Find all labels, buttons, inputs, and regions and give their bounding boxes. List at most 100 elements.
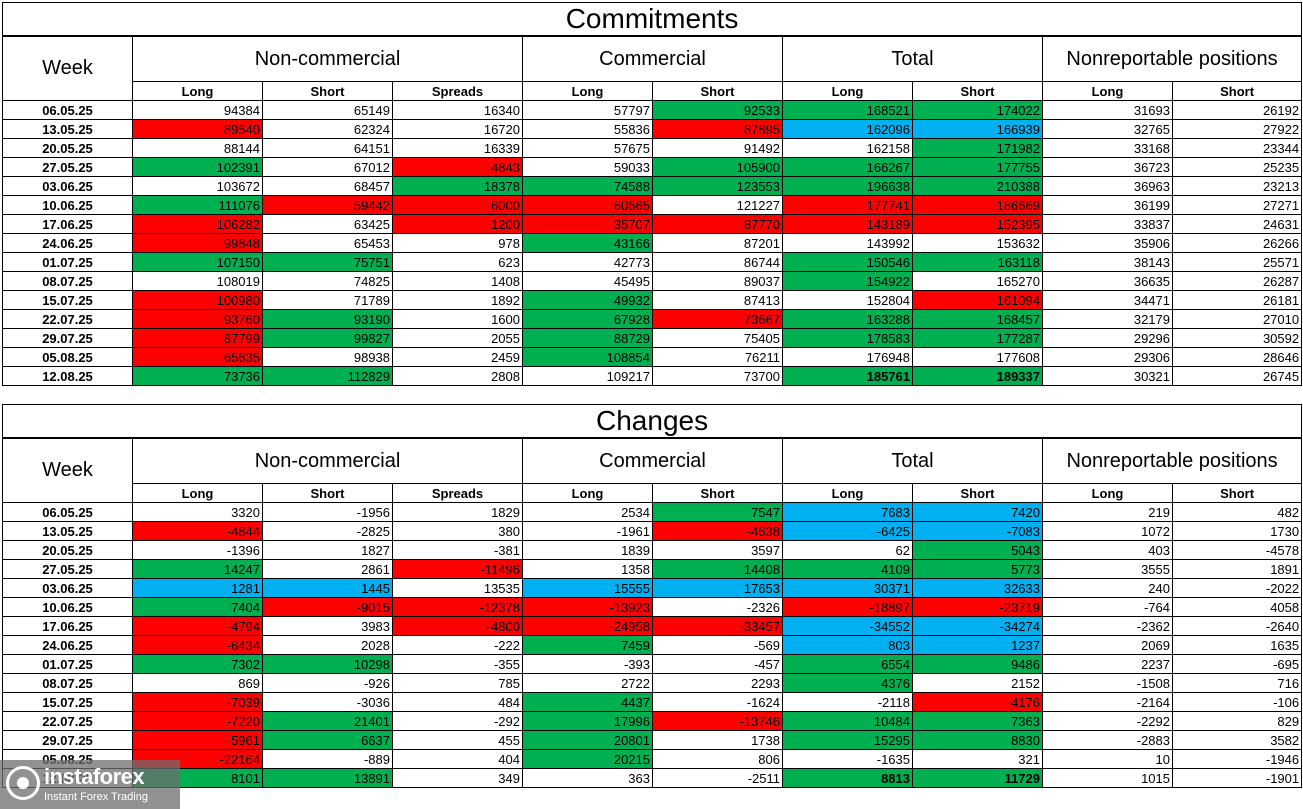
noncommercial-spreads-cell: 1200: [392, 214, 523, 234]
total-long-cell: 15295: [782, 730, 913, 750]
nonreportable-long-cell: 403: [1042, 540, 1173, 560]
instaforex-logo-icon: [6, 766, 40, 800]
group-header-non-commercial: Non-commercial: [132, 35, 523, 82]
commercial-short-cell: 87895: [652, 119, 783, 139]
table-row: 22.07.25 -7220 21401 -292 17996 -13746 10484 73…: [2, 711, 1303, 731]
commercial-long-cell: 49932: [522, 290, 653, 310]
commercial-long-cell: 59033: [522, 157, 653, 177]
noncommercial-short-cell: -2825: [262, 521, 393, 541]
week-cell: 10.06.25: [2, 597, 133, 617]
commercial-long-cell: 57675: [522, 138, 653, 158]
noncommercial-long-cell: 88144: [132, 138, 263, 158]
commercial-short-cell: -569: [652, 635, 783, 655]
noncommercial-short-cell: -3036: [262, 692, 393, 712]
noncommercial-short-cell: 68457: [262, 176, 393, 196]
group-header-commercial: Commercial: [522, 437, 783, 484]
commercial-long-cell: 43166: [522, 233, 653, 253]
table-row: 17.06.25 -4794 3983 -4800 -24958 -33457 -34552…: [2, 616, 1303, 636]
noncommercial-short-cell: 71789: [262, 290, 393, 310]
nonreportable-long-cell: 36635: [1042, 271, 1173, 291]
nonreportable-long-cell: 32179: [1042, 309, 1173, 329]
noncommercial-short-cell: 112829: [262, 366, 393, 386]
subheader-long: Long: [782, 81, 913, 101]
nonreportable-long-cell: 29296: [1042, 328, 1173, 348]
noncommercial-long-cell: 93760: [132, 309, 263, 329]
commercial-short-cell: 121227: [652, 195, 783, 215]
total-short-cell: 152395: [912, 214, 1043, 234]
table-row: 05.08.25 65635 98938 2459 108854 76211 176948 1…: [2, 347, 1303, 367]
commercial-short-cell: 87201: [652, 233, 783, 253]
subheader-long: Long: [522, 483, 653, 503]
noncommercial-spreads-cell: 349: [392, 768, 523, 788]
nonreportable-short-cell: 24631: [1171, 214, 1303, 234]
total-short-cell: 9486: [912, 654, 1043, 674]
commercial-short-cell: 1738: [652, 730, 783, 750]
commercial-short-cell: 17653: [652, 578, 783, 598]
noncommercial-spreads-cell: -11496: [392, 559, 523, 579]
noncommercial-short-cell: -1956: [262, 502, 393, 522]
table-row: 05.08.25 -22164 -889 404 20215 806 -1635 321 10-…: [2, 749, 1303, 769]
commercial-short-cell: 87413: [652, 290, 783, 310]
noncommercial-short-cell: -926: [262, 673, 393, 693]
noncommercial-long-cell: -7220: [132, 711, 263, 731]
commercial-long-cell: 15555: [522, 578, 653, 598]
commercial-short-cell: -457: [652, 654, 783, 674]
subheader-long: Long: [132, 483, 263, 503]
table-row: 03.06.25 1281 1445 13535 15555 17653 30371 3263…: [2, 578, 1303, 598]
commercial-short-cell: -2326: [652, 597, 783, 617]
total-short-cell: 8830: [912, 730, 1043, 750]
total-long-cell: 803: [782, 635, 913, 655]
commercial-short-cell: 3597: [652, 540, 783, 560]
noncommercial-long-cell: -6434: [132, 635, 263, 655]
commercial-short-cell: 14408: [652, 559, 783, 579]
subheader-long: Long: [1042, 81, 1173, 101]
table-row: 08.07.25 869 -926 785 2722 2293 4376 2152 -1508 7…: [2, 673, 1303, 693]
nonreportable-short-cell: 23213: [1171, 176, 1303, 196]
noncommercial-spreads-cell: 13535: [392, 578, 523, 598]
week-cell: 22.07.25: [2, 309, 133, 329]
noncommercial-short-cell: 3983: [262, 616, 393, 636]
nonreportable-long-cell: 2237: [1042, 654, 1173, 674]
table-row: 01.07.25 7302 10298 -355 -393 -457 6554 9486 223…: [2, 654, 1303, 674]
nonreportable-short-cell: 27271: [1171, 195, 1303, 215]
total-short-cell: 11729: [912, 768, 1043, 788]
noncommercial-short-cell: 64151: [262, 138, 393, 158]
noncommercial-long-cell: 102391: [132, 157, 263, 177]
total-short-cell: 321: [912, 749, 1043, 769]
subheader-short: Short: [652, 483, 783, 503]
total-short-cell: 7363: [912, 711, 1043, 731]
total-short-cell: 163118: [912, 252, 1043, 272]
commercial-long-cell: 67928: [522, 309, 653, 329]
week-cell: 24.06.25: [2, 635, 133, 655]
commercial-long-cell: -1961: [522, 521, 653, 541]
commercial-long-cell: 45495: [522, 271, 653, 291]
total-short-cell: 5773: [912, 559, 1043, 579]
week-cell: 13.05.25: [2, 119, 133, 139]
commercial-long-cell: 35707: [522, 214, 653, 234]
subheader-long: Long: [522, 81, 653, 101]
table-row: 29.07.25 -5961 6637 455 20801 1738 15295 8830 -2…: [2, 730, 1303, 750]
nonreportable-short-cell: 25235: [1171, 157, 1303, 177]
total-long-cell: 150546: [782, 252, 913, 272]
nonreportable-long-cell: 38143: [1042, 252, 1173, 272]
total-short-cell: -34274: [912, 616, 1043, 636]
noncommercial-long-cell: 73736: [132, 366, 263, 386]
group-header-non-commercial: Non-commercial: [132, 437, 523, 484]
noncommercial-short-cell: 99827: [262, 328, 393, 348]
total-long-cell: 152804: [782, 290, 913, 310]
total-long-cell: 178583: [782, 328, 913, 348]
noncommercial-spreads-cell: 1892: [392, 290, 523, 310]
total-short-cell: 32633: [912, 578, 1043, 598]
nonreportable-short-cell: -106: [1171, 692, 1303, 712]
commercial-short-cell: 123553: [652, 176, 783, 196]
nonreportable-long-cell: 35906: [1042, 233, 1173, 253]
nonreportable-long-cell: 1072: [1042, 521, 1173, 541]
total-long-cell: -2118: [782, 692, 913, 712]
week-cell: 08.07.25: [2, 271, 133, 291]
week-cell: 24.06.25: [2, 233, 133, 253]
week-cell: 20.05.25: [2, 138, 133, 158]
subheader-long: Long: [782, 483, 913, 503]
changes-title: Changes: [1, 404, 1303, 439]
noncommercial-spreads-cell: -381: [392, 540, 523, 560]
noncommercial-spreads-cell: 785: [392, 673, 523, 693]
